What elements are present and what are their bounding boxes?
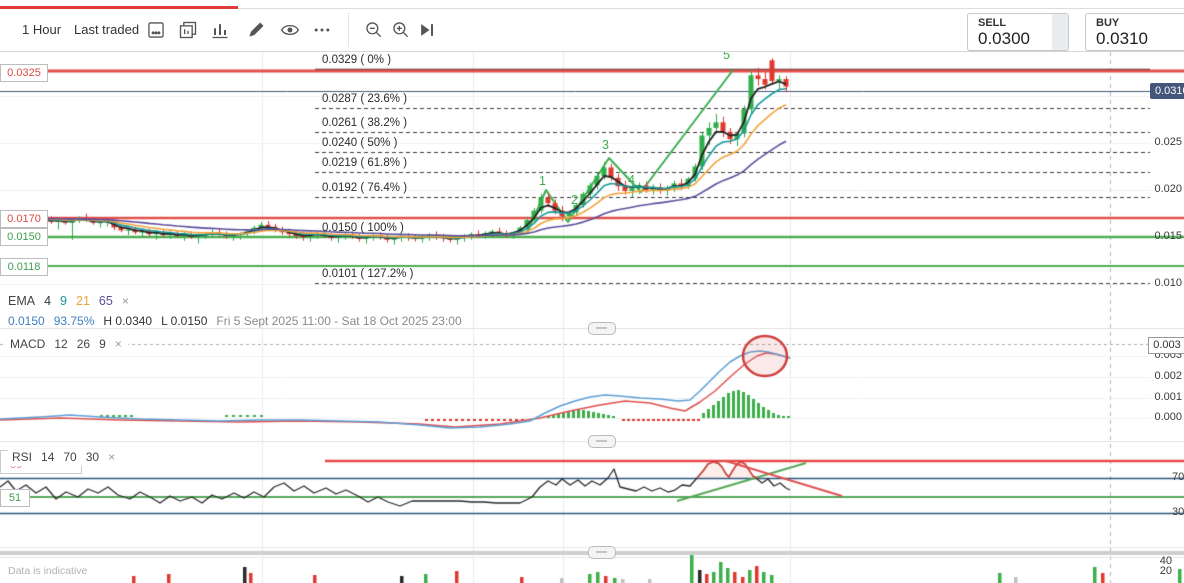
rsi-legend: RSI 14 70 30 × [8, 449, 122, 466]
ohlc-row: 0.0150 93.75% H 0.0340 L 0.0150 Fri 5 Sept 2… [8, 314, 471, 328]
top-hairline [238, 8, 1184, 9]
more-icon[interactable] [312, 20, 332, 40]
draw-icon[interactable] [246, 20, 266, 40]
sell-label: SELL [978, 17, 1007, 29]
wave-count-label: 1 [539, 174, 546, 188]
fib-level-label: 0.0150 ( 100% ) [322, 222, 404, 234]
macd-name: MACD [10, 337, 46, 351]
ohlc-low: L 0.0150 [161, 314, 208, 328]
zoom-in-icon[interactable] [391, 20, 411, 40]
sell-price: 0.0300 [978, 29, 1030, 48]
price-alert-tag: 0.0325 [0, 64, 48, 82]
buy-price: 0.0310 [1096, 29, 1148, 48]
go-to-latest-icon[interactable] [417, 20, 437, 40]
price-mode-selector[interactable]: Last traded [74, 22, 140, 37]
bar-chart-icon[interactable] [210, 20, 230, 40]
ema-period-2: 9 [60, 294, 67, 308]
rsi-param-1: 14 [41, 450, 55, 464]
pane-resize-handle-macd[interactable] [588, 322, 616, 335]
price-alert-tag: 0.0118 [0, 258, 48, 276]
ema-period-1: 4 [44, 294, 52, 308]
buy-label: BUY [1096, 17, 1120, 29]
wave-count-label: 3 [602, 138, 609, 152]
wave-count-label: 4 [628, 173, 635, 187]
ohlc-date-range: Fri 5 Sept 2025 11:00 - Sat 18 Oct 2025 … [216, 314, 462, 328]
ohlc-high: H 0.0340 [103, 314, 153, 328]
rsi-param-3: 30 [85, 450, 100, 464]
pane-resize-handle-rsi[interactable] [588, 435, 616, 448]
ema-period-4: 65 [98, 294, 113, 308]
main-axis-label: 0.015 [1154, 230, 1182, 242]
fib-level-label: 0.0219 ( 61.8% ) [322, 157, 408, 169]
ema-period-3: 21 [76, 294, 90, 308]
rsi-param-2: 70 [63, 450, 77, 464]
toolbar-divider [348, 13, 349, 47]
rsi-axis-label: 70 [1172, 471, 1184, 483]
macd-param-1: 12 [54, 337, 68, 351]
ohlc-change: 93.75% [53, 314, 95, 328]
rsi-close-icon[interactable]: × [108, 450, 116, 464]
fib-level-label: 0.0261 ( 38.2% ) [322, 117, 408, 129]
chart-type-icon[interactable] [178, 20, 198, 40]
macd-legend: MACD 12 26 9 × [6, 336, 128, 353]
fib-level-label: 0.0240 ( 50% ) [322, 137, 398, 149]
ohlc-open: 0.0150 [8, 314, 45, 328]
watch-icon[interactable] [280, 20, 300, 40]
macd-axis-label: 0.001 [1154, 391, 1182, 403]
macd-axis-label: 0.000 [1154, 411, 1182, 423]
candle-settings-icon[interactable] [146, 20, 166, 40]
rsi-name: RSI [12, 450, 33, 464]
sell-button[interactable]: SELL 0.0300 [967, 13, 1069, 51]
current-price-tag: 0.0310 [1150, 83, 1184, 99]
price-alert-tag: 0.0150 [0, 228, 48, 246]
macd-close-icon[interactable]: × [114, 337, 122, 351]
ema-legend: EMA 4 9 21 65 × [8, 294, 129, 308]
timeframe-selector[interactable]: 1 Hour [22, 22, 62, 37]
fib-level-label: 0.0329 ( 0% ) [322, 54, 392, 66]
fib-level-label: 0.0287 ( 23.6% ) [322, 93, 408, 105]
ema-name: EMA [8, 294, 36, 308]
main-axis-label: 0.010 [1154, 277, 1182, 289]
macd-param-2: 26 [76, 337, 91, 351]
macd-param-3: 9 [99, 337, 106, 351]
pane-resize-handle-volume[interactable] [588, 546, 616, 559]
main-axis-label: 0.020 [1154, 183, 1182, 195]
macd-value-tag: 0.003 [1148, 337, 1184, 354]
rsi-axis-label: 30 [1172, 506, 1184, 518]
sell-price-strip [1052, 14, 1068, 50]
top-accent-bar [0, 6, 238, 9]
fib-level-label: 0.0101 ( 127.2% ) [322, 268, 414, 280]
fib-level-label: 0.0192 ( 76.4% ) [322, 182, 408, 194]
main-axis-label: 0.025 [1154, 136, 1182, 148]
wave-count-label: 5 [723, 48, 730, 62]
wave-count-label: 2 [571, 193, 578, 207]
zoom-out-icon[interactable] [364, 20, 384, 40]
volume-axis-label: 40 [1159, 555, 1172, 567]
data-indicative-note: Data is indicative [8, 565, 88, 577]
volume-axis-label: 20 [1159, 565, 1172, 577]
price-alert-tag: 0.0170 [0, 210, 48, 228]
rsi-current-value-tag: 51 [0, 489, 30, 507]
ema-close-icon[interactable]: × [121, 294, 129, 308]
macd-axis-label: 0.002 [1154, 370, 1182, 382]
buy-button[interactable]: BUY 0.0310 [1085, 13, 1184, 51]
